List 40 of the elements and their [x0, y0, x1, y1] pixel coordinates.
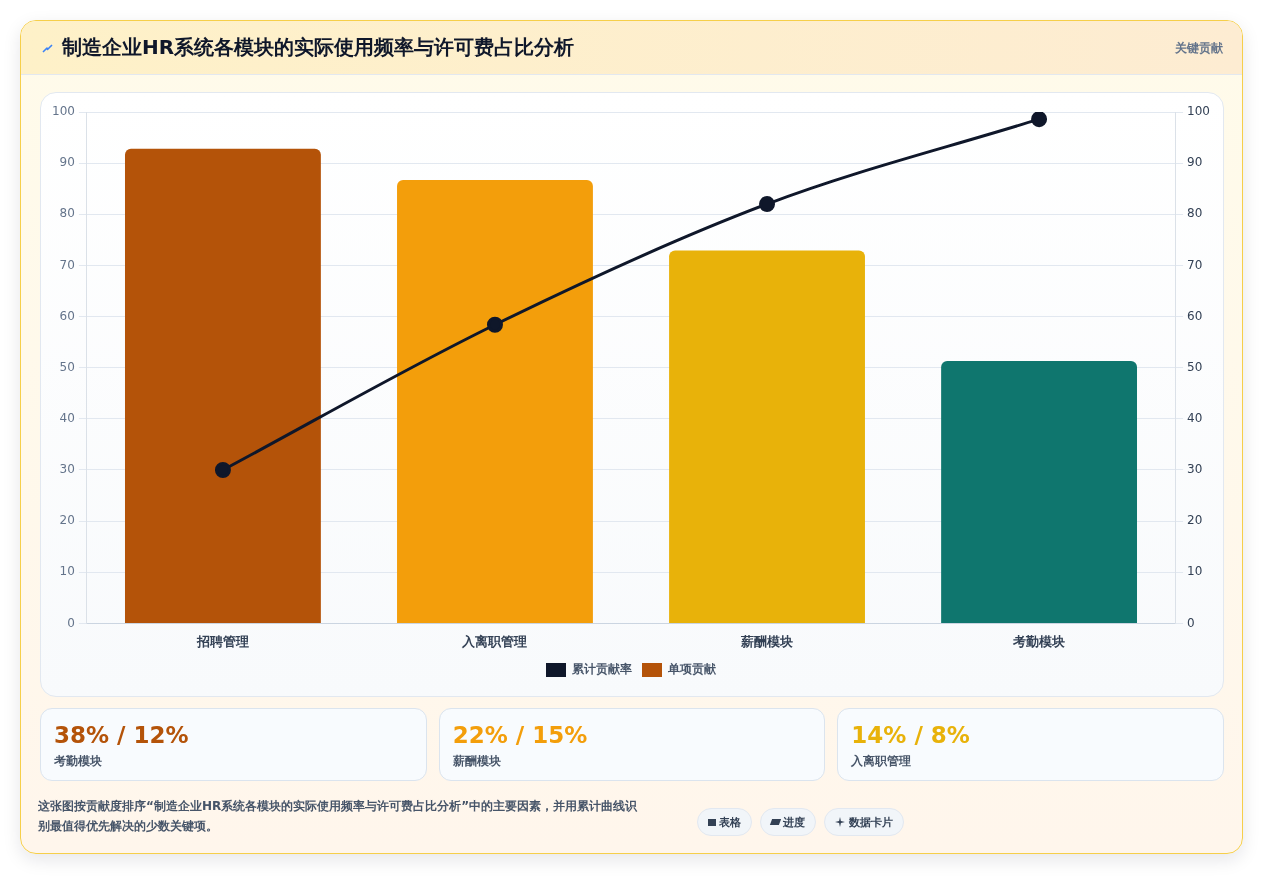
y-tick-label: 40: [59, 410, 75, 425]
y2-tick-label: 30: [1187, 462, 1203, 477]
legend-label: 累计贡献率: [571, 662, 632, 677]
y-tick-label: 10: [59, 564, 75, 579]
y2-tick-label: 10: [1187, 564, 1203, 579]
text: 进度: [760, 808, 816, 836]
y2-tick-label: 50: [1187, 359, 1203, 374]
y-tick-label: 100: [52, 104, 75, 119]
text: 数据卡片: [824, 808, 904, 836]
text: 表格: [697, 808, 752, 836]
y-tick-label: 20: [59, 513, 75, 528]
text: 入离职管理: [851, 753, 913, 769]
y2-tick-label: 100: [1187, 104, 1210, 119]
y2-tick-label: 20: [1187, 513, 1203, 528]
y-tick-label: 30: [59, 462, 75, 477]
text: 14% / 8%: [851, 721, 971, 750]
x-tick-label: 入离职管理: [461, 633, 528, 649]
chart-title: 制造企业HR系统各模块的实际使用频率与许可费占比分析: [62, 34, 575, 60]
text: 关键贡献: [1175, 40, 1223, 56]
y-tick-label: 50: [59, 359, 75, 374]
y-tick-label: 70: [59, 257, 75, 272]
y2-tick-label: 90: [1187, 155, 1203, 170]
y-tick-label: 80: [59, 206, 75, 221]
text: 薪酬模块: [452, 753, 502, 769]
x-tick-label: 薪酬模块: [740, 633, 794, 649]
y2-tick-label: 70: [1187, 257, 1203, 272]
y2-tick-label: 80: [1187, 206, 1203, 221]
y-tick-label: 90: [59, 155, 75, 170]
text: 38% / 12%: [54, 721, 190, 750]
text: 这张图按贡献度排序“制造企业HR系统各模块的实际使用频率与许可费占比分析”中的主要因素，并用累计曲线识别最值得优先解决的少数关键项。: [38, 798, 639, 835]
y-tick-label: 60: [59, 308, 75, 323]
text: 考勤模块: [54, 753, 103, 769]
y-tick-label: 0: [67, 615, 75, 630]
legend-label: 单项贡献: [667, 662, 717, 677]
x-tick-label: 考勤模块: [1012, 633, 1066, 649]
y2-tick-label: 60: [1187, 308, 1203, 323]
x-tick-label: 招聘管理: [195, 633, 249, 649]
y2-tick-label: 40: [1187, 410, 1203, 425]
y2-tick-label: 0: [1187, 615, 1195, 630]
text: 22% / 15%: [452, 721, 589, 750]
